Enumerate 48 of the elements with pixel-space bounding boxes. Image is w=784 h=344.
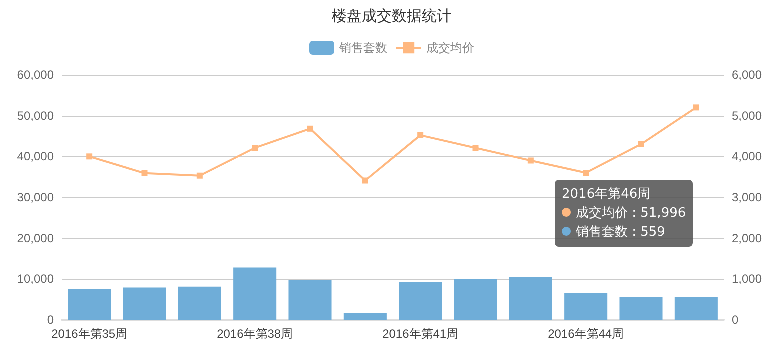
y2-tick-label: 6,000 [732,68,762,82]
y-tick-label: 0 [47,313,54,327]
y2-tick-label: 3,000 [732,190,762,204]
y2-tick-label: 5,000 [732,108,762,123]
annotation: 成交均价 : 51,996 [576,206,686,221]
bar [399,282,442,320]
point [307,126,314,132]
point [86,154,93,160]
x-tick-label: 2016年第35周 [52,327,128,341]
point [142,170,148,176]
legend-label: 销售套数 [338,41,388,55]
x-tick-label: 2016年第41周 [382,327,459,341]
bar [288,280,332,320]
y2-tick-label: 2,000 [732,231,762,246]
bar [234,268,277,320]
bar [564,293,608,320]
point [528,158,534,164]
bar [123,288,166,320]
y2-tick-label: 4,000 [732,150,762,164]
y2-tick-label: 1,000 [732,272,762,286]
annotation: 销售套数 : 559 [576,225,666,240]
bar [68,288,112,320]
bar [509,277,552,320]
y-tick-label: 10,000 [17,272,54,286]
point [693,104,700,111]
y2-tick-label: 0 [732,313,739,327]
point [418,132,424,138]
bar [344,313,387,320]
bar [620,298,663,320]
chart-title: 楼盘成交数据统计 [332,8,452,25]
point [583,170,590,176]
annotation: 2016年第46周 [562,187,651,202]
y-tick-label: 30,000 [17,190,54,204]
y-tick-label: 20,000 [17,231,54,246]
y-tick-label: 40,000 [17,150,54,164]
y-tick-label: 60,000 [17,68,54,82]
bar [674,297,718,320]
legend-label: 成交均价 [426,41,474,55]
y-tick-label: 50,000 [17,108,54,123]
bar [454,279,498,320]
point [196,172,203,179]
point [252,145,258,152]
point [472,145,479,152]
x-tick-label: 2016年第38周 [217,327,294,341]
x-tick-label: 2016年第44周 [548,327,624,341]
point [638,141,644,148]
point [362,178,368,184]
bar [178,286,222,320]
